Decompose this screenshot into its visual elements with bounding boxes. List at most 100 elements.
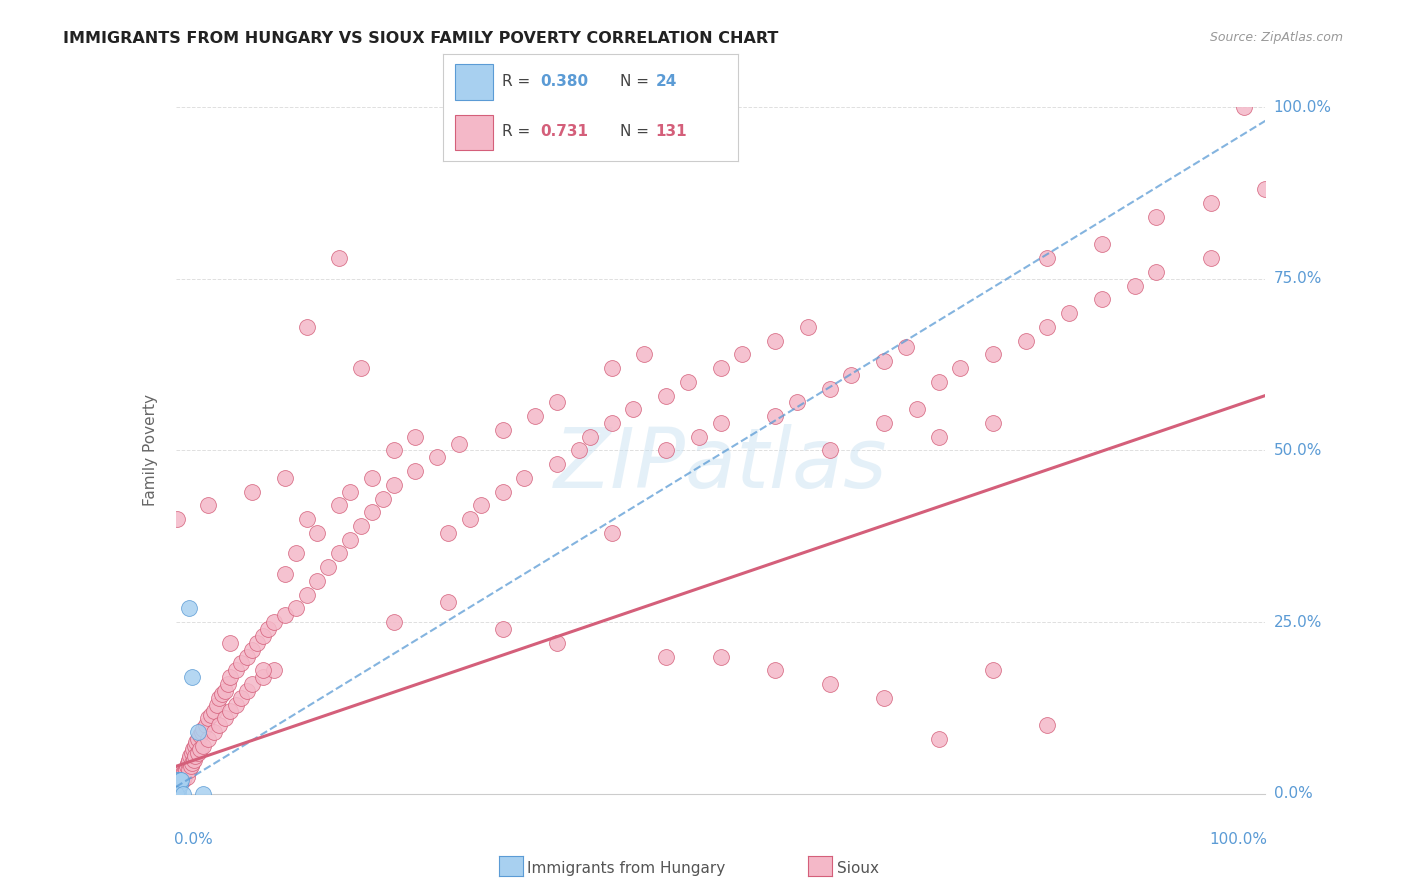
Point xyxy=(231,690,253,705)
Point xyxy=(546,636,568,650)
Point xyxy=(818,382,841,396)
Point xyxy=(172,773,194,788)
Point xyxy=(492,484,515,499)
Point xyxy=(470,499,492,513)
Point xyxy=(928,430,950,444)
Point xyxy=(905,402,928,417)
Point xyxy=(405,464,427,478)
Point xyxy=(235,683,257,698)
Point xyxy=(1144,265,1167,279)
Point xyxy=(191,787,214,801)
Point xyxy=(177,756,200,770)
Point xyxy=(166,512,188,526)
Point xyxy=(676,375,699,389)
Point xyxy=(167,780,190,794)
Point xyxy=(426,450,449,465)
Point xyxy=(217,677,239,691)
Point xyxy=(252,670,274,684)
Point xyxy=(172,766,194,780)
Point xyxy=(181,756,204,770)
Point xyxy=(437,525,460,540)
Point xyxy=(339,533,361,547)
Point xyxy=(633,347,655,361)
Point xyxy=(202,705,225,719)
Text: R =: R = xyxy=(502,124,536,139)
Point xyxy=(1232,100,1256,114)
Point xyxy=(252,629,274,643)
Point xyxy=(188,742,211,756)
Point xyxy=(208,690,231,705)
Point xyxy=(873,354,896,368)
Point xyxy=(492,622,515,636)
Point xyxy=(546,457,568,471)
Point xyxy=(1091,293,1114,307)
Text: ZIPatlas: ZIPatlas xyxy=(554,424,887,505)
Point xyxy=(818,443,841,458)
Point xyxy=(763,663,786,677)
Point xyxy=(166,780,188,794)
Point xyxy=(371,491,394,506)
Point xyxy=(295,319,318,334)
Point xyxy=(181,742,204,756)
Point xyxy=(710,416,733,430)
Text: R =: R = xyxy=(502,74,536,89)
Text: 0.0%: 0.0% xyxy=(173,831,212,847)
Point xyxy=(1091,237,1114,252)
Point xyxy=(240,642,263,657)
Point xyxy=(170,766,193,780)
Point xyxy=(318,560,340,574)
Point xyxy=(655,443,678,458)
Point xyxy=(655,649,678,664)
Point xyxy=(1199,251,1222,265)
FancyBboxPatch shape xyxy=(454,114,494,150)
Point xyxy=(600,416,623,430)
Point xyxy=(360,505,382,519)
Point xyxy=(165,787,187,801)
Point xyxy=(188,729,211,743)
Point xyxy=(600,361,623,376)
Point xyxy=(186,735,208,749)
Point xyxy=(167,783,190,797)
Point xyxy=(166,787,188,801)
Point xyxy=(274,567,297,582)
Point xyxy=(447,436,470,450)
Point xyxy=(339,484,361,499)
Point xyxy=(284,601,307,615)
Point xyxy=(763,409,786,423)
Point xyxy=(240,677,263,691)
Point xyxy=(252,663,274,677)
Point xyxy=(307,525,329,540)
Point xyxy=(284,546,307,561)
Point xyxy=(170,773,193,788)
Point xyxy=(579,430,602,444)
Point xyxy=(167,766,190,780)
Point xyxy=(208,718,231,732)
Point xyxy=(197,499,219,513)
Text: 0.731: 0.731 xyxy=(540,124,588,139)
Point xyxy=(235,649,257,664)
Point xyxy=(263,663,285,677)
Point xyxy=(405,430,427,444)
Point xyxy=(170,773,193,788)
Point xyxy=(166,780,188,794)
Point xyxy=(458,512,481,526)
Point xyxy=(184,739,207,753)
Point xyxy=(167,780,190,794)
Point xyxy=(173,766,195,780)
Point xyxy=(763,334,786,348)
Point xyxy=(568,443,591,458)
Point xyxy=(183,753,205,767)
Point xyxy=(166,776,188,790)
Point xyxy=(350,519,373,533)
Point xyxy=(177,753,200,767)
Text: 25.0%: 25.0% xyxy=(1274,615,1322,630)
Point xyxy=(167,773,190,788)
Point xyxy=(172,770,194,784)
Point xyxy=(173,770,195,784)
Point xyxy=(169,776,191,790)
Point xyxy=(165,780,187,794)
Text: N =: N = xyxy=(620,74,654,89)
Text: 24: 24 xyxy=(655,74,676,89)
Point xyxy=(274,608,297,623)
Point xyxy=(1199,196,1222,211)
